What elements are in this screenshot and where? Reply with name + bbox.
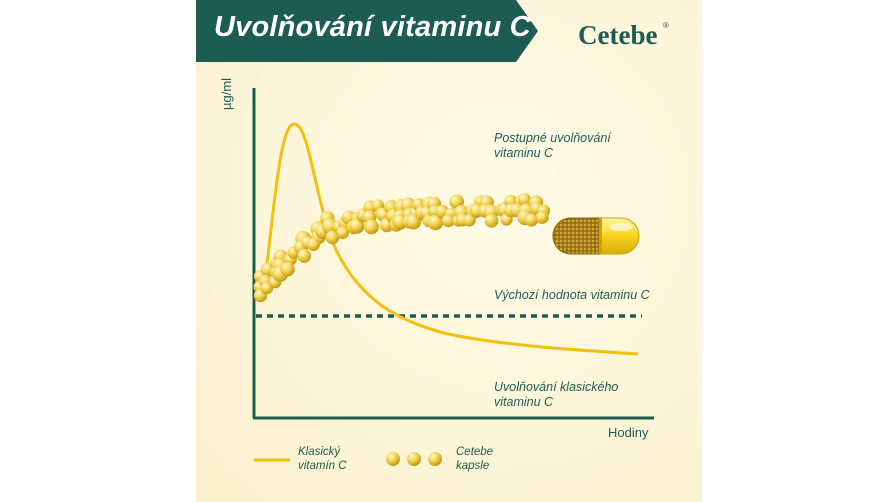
legend-classic-line1: Klasický <box>298 446 341 458</box>
x-axis-label: Hodiny <box>608 425 649 440</box>
cetebe-bead <box>441 214 455 228</box>
annotation-gradual-line2: vitaminu C <box>494 146 554 160</box>
cetebe-bead <box>280 261 295 277</box>
release-chart <box>252 88 654 466</box>
cetebe-bead <box>349 218 365 234</box>
infographic-panel: Uvolňování vitaminu C Cetebe ® <box>196 0 702 502</box>
annotation-classic-release: Uvolňování klasického vitaminu C <box>494 380 618 410</box>
cetebe-beads-series <box>253 193 550 303</box>
cetebe-bead <box>484 213 499 228</box>
cetebe-bead <box>336 226 349 239</box>
cetebe-bead <box>463 213 476 227</box>
title-banner: Uvolňování vitaminu C <box>196 0 538 62</box>
annotation-gradual-release: Postupné uvolňování vitaminu C <box>494 131 611 161</box>
brand-registered-mark: ® <box>663 21 669 30</box>
classic-vitamin-c-curve <box>260 122 639 356</box>
annotation-classic-line1: Uvolňování klasického <box>494 380 619 394</box>
annotation-gradual-line1: Postupné uvolňování <box>494 131 611 145</box>
cetebe-bead <box>535 210 549 224</box>
legend-classic-line2: vitamín C <box>298 460 347 472</box>
y-axis-label: µg/ml <box>219 77 234 110</box>
annotation-baseline: Výchozí hodnota vitaminu C <box>494 288 650 302</box>
cetebe-bead <box>427 214 444 231</box>
cetebe-bead <box>524 213 539 227</box>
capsule-icon <box>552 217 640 255</box>
cetebe-bead <box>364 219 379 235</box>
legend-cetebe-line2: kapsle <box>456 460 490 472</box>
legend-cetebe-label: Cetebe kapsle <box>456 445 493 473</box>
title-banner-shape <box>196 0 538 62</box>
annotation-classic-line2: vitaminu C <box>494 395 554 409</box>
legend-classic-label: Klasický vitamín C <box>298 445 347 473</box>
legend-cetebe-line1: Cetebe <box>456 446 494 458</box>
page-title: Uvolňování vitaminu C <box>214 11 531 43</box>
cetebe-bead <box>297 249 312 263</box>
cetebe-bead <box>325 230 340 245</box>
brand-logo: Cetebe <box>578 20 658 50</box>
cetebe-bead <box>306 237 320 251</box>
cetebe-bead <box>517 193 532 207</box>
legend-cetebe-swatch <box>386 452 442 466</box>
